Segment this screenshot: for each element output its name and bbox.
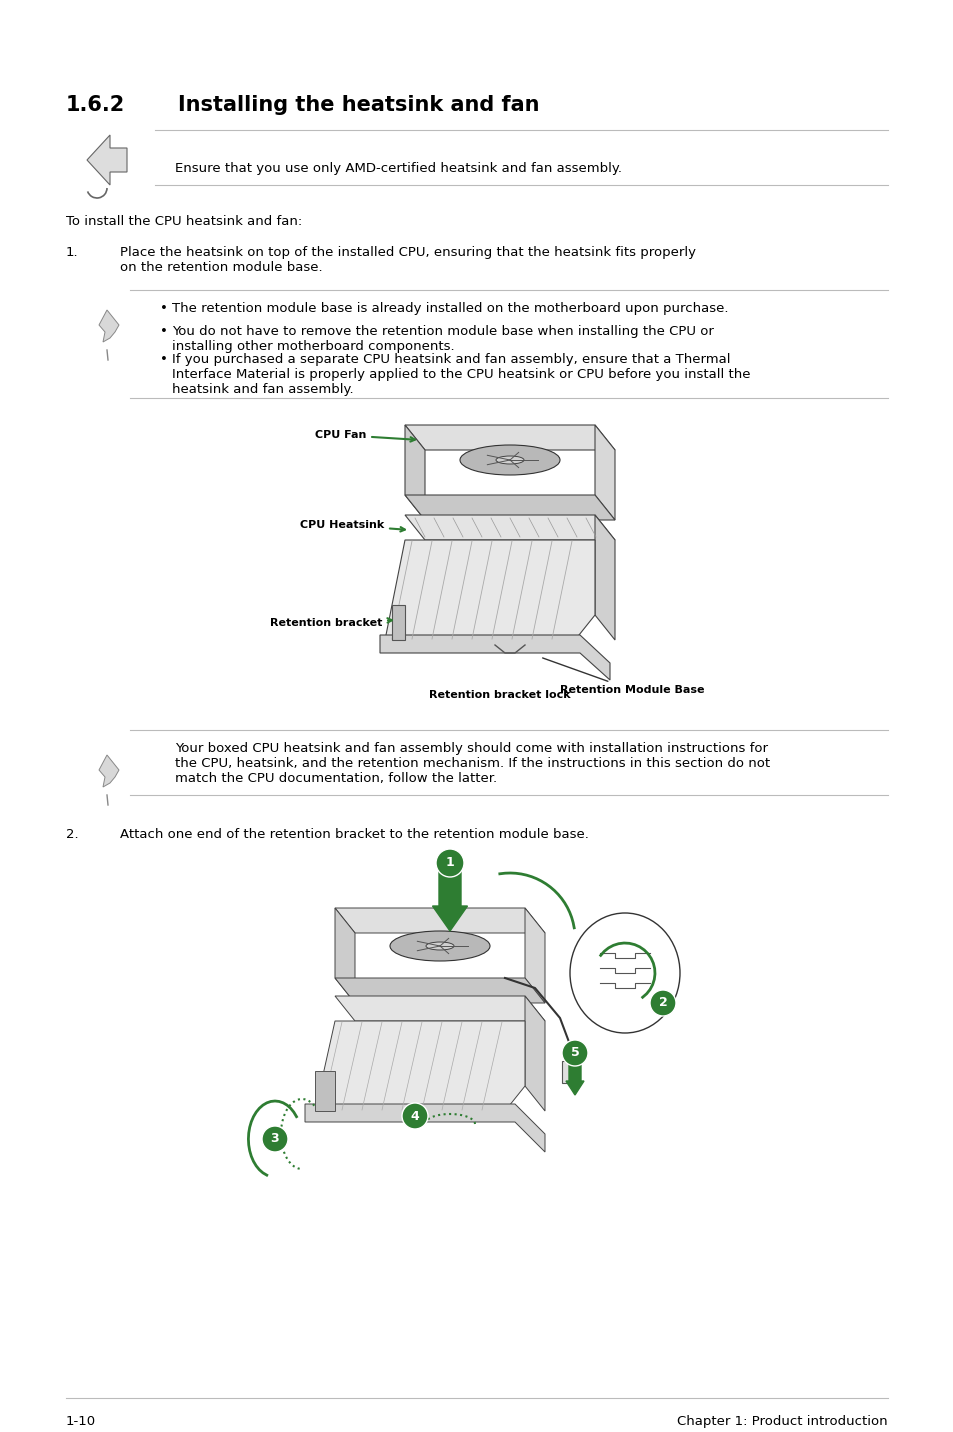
Text: •: • (160, 302, 168, 315)
Text: Ensure that you use only AMD-certified heatsink and fan assembly.: Ensure that you use only AMD-certified h… (174, 162, 621, 175)
Circle shape (401, 1103, 428, 1128)
Text: Chapter 1: Product introduction: Chapter 1: Product introduction (677, 1415, 887, 1428)
Polygon shape (595, 425, 615, 520)
Polygon shape (99, 309, 119, 342)
Text: Retention bracket: Retention bracket (270, 619, 392, 629)
Polygon shape (87, 135, 127, 185)
Polygon shape (335, 908, 544, 934)
Polygon shape (405, 516, 615, 540)
Polygon shape (314, 1071, 335, 1111)
Polygon shape (99, 755, 119, 788)
Polygon shape (305, 1104, 544, 1151)
Polygon shape (595, 516, 615, 640)
Text: Installing the heatsink and fan: Installing the heatsink and fan (178, 95, 539, 115)
Polygon shape (524, 997, 544, 1111)
Polygon shape (405, 425, 615, 450)
Ellipse shape (569, 914, 679, 1032)
Text: Retention Module Base: Retention Module Base (542, 657, 703, 695)
Text: You do not have to remove the retention module base when installing the CPU or
i: You do not have to remove the retention … (172, 325, 713, 354)
Text: CPU Fan: CPU Fan (314, 430, 415, 441)
Text: 4: 4 (410, 1110, 419, 1123)
Polygon shape (335, 908, 355, 1002)
Text: Place the heatsink on top of the installed CPU, ensuring that the heatsink fits : Place the heatsink on top of the install… (120, 246, 696, 274)
Text: The retention module base is already installed on the motherboard upon purchase.: The retention module base is already ins… (172, 302, 728, 315)
Text: CPU Heatsink: CPU Heatsink (299, 520, 404, 531)
Polygon shape (379, 634, 609, 680)
Polygon shape (392, 604, 405, 640)
FancyArrow shape (565, 1053, 583, 1095)
Text: 2.: 2. (66, 828, 78, 841)
Ellipse shape (459, 445, 559, 475)
Bar (561, 1061, 578, 1083)
Circle shape (649, 990, 676, 1015)
Ellipse shape (426, 942, 454, 949)
Text: 3: 3 (271, 1133, 279, 1146)
FancyArrow shape (432, 863, 467, 931)
Text: Retention bracket lock: Retention bracket lock (429, 690, 570, 700)
Text: 5: 5 (570, 1047, 578, 1060)
Text: •: • (160, 354, 168, 367)
Text: 1.: 1. (66, 246, 78, 259)
Text: Attach one end of the retention bracket to the retention module base.: Attach one end of the retention bracket … (120, 828, 588, 841)
Text: •: • (160, 325, 168, 338)
Text: 1-10: 1-10 (66, 1415, 96, 1428)
Polygon shape (405, 495, 615, 520)
Polygon shape (405, 425, 424, 520)
Text: Your boxed CPU heatsink and fan assembly should come with installation instructi: Your boxed CPU heatsink and fan assembly… (174, 742, 769, 785)
Ellipse shape (496, 455, 523, 464)
Text: 2: 2 (658, 997, 667, 1010)
Polygon shape (335, 978, 544, 1002)
Text: 1: 1 (445, 856, 454, 869)
Text: If you purchased a separate CPU heatsink and fan assembly, ensure that a Thermal: If you purchased a separate CPU heatsink… (172, 354, 750, 397)
Circle shape (561, 1040, 587, 1065)
Circle shape (436, 849, 463, 876)
Polygon shape (385, 540, 595, 640)
Polygon shape (524, 908, 544, 1002)
Text: 1.6.2: 1.6.2 (66, 95, 125, 115)
Polygon shape (335, 997, 544, 1021)
Text: To install the CPU heatsink and fan:: To install the CPU heatsink and fan: (66, 215, 302, 228)
Polygon shape (314, 1021, 524, 1111)
Circle shape (262, 1126, 288, 1151)
Ellipse shape (390, 931, 490, 961)
